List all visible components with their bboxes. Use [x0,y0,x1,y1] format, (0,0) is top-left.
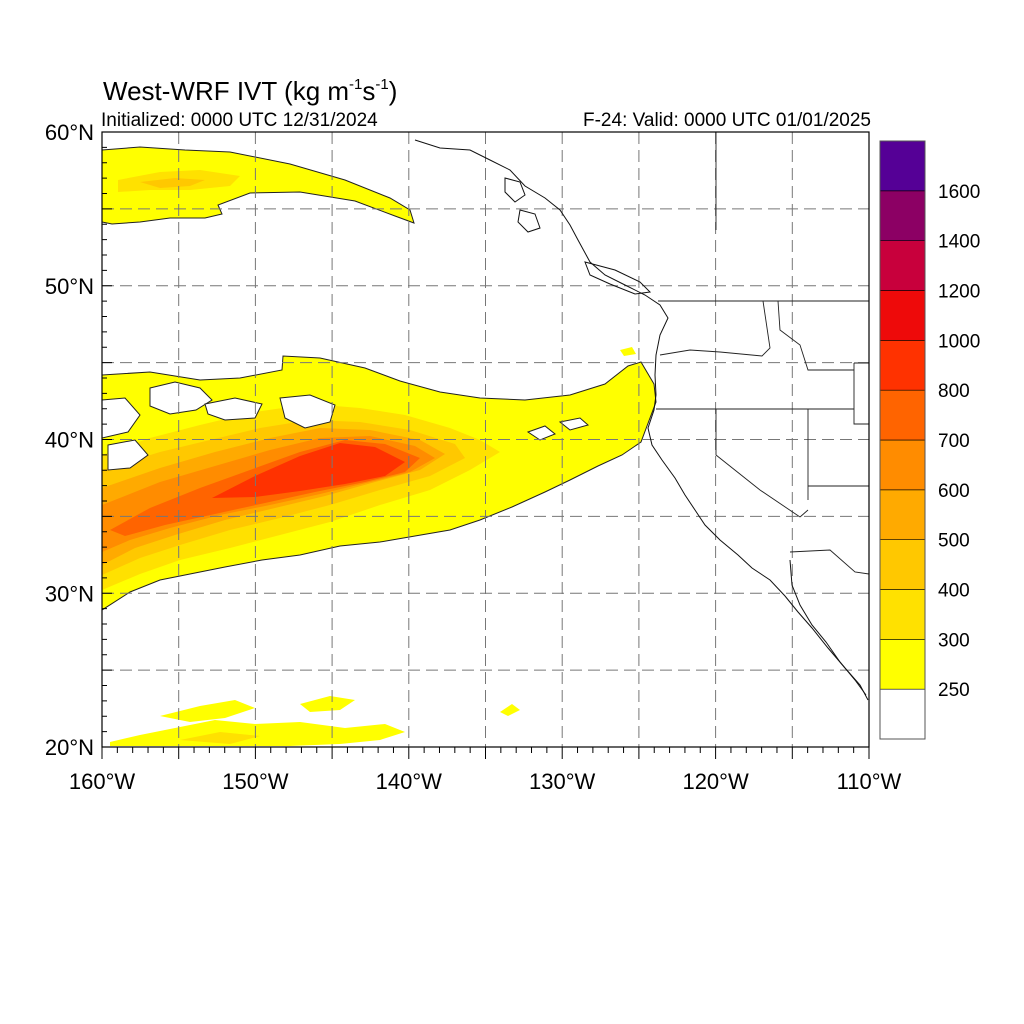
ivt-patch [620,347,636,356]
baja-coastline [789,559,867,696]
title-text: s [362,76,376,106]
latitude-label: 20°N [45,735,94,760]
longitude-label: 120°W [682,769,749,794]
axis-labels: 60°N 50°N 40°N 30°N 20°N 160°W 150°W 140°W 130°W… [45,120,902,794]
colorbar-swatch [879,340,926,391]
ivt-gap [102,397,141,439]
ivt-gap [149,381,213,415]
map-title: West-WRF IVT (kg m-1s-1) [103,70,397,106]
colorbar-label: 600 [938,481,970,502]
colorbar-label: 250 [938,680,970,701]
colorbar: 250 300 400 500 600 700 800 1000 1200 1400 1600 [879,140,980,740]
latitude-label: 30°N [45,581,94,606]
colorbar-swatch [879,539,926,590]
ivt-gap [526,425,556,441]
colorbar-label: 700 [938,431,970,452]
colorbar-swatch [879,688,926,740]
latitude-label: 40°N [45,428,94,453]
latitude-label: 50°N [45,274,94,299]
colorbar-swatch [879,140,926,192]
colorbar-swatch [879,190,926,241]
ivt-tropical-patch [500,704,520,716]
colorbar-label: 500 [938,531,970,552]
ivt-main-river-1000 [212,443,405,498]
ivt-gap [279,394,336,429]
coastline [414,139,869,701]
state-border-or-wa [659,300,771,357]
colorbar-label: 400 [938,581,970,602]
longitude-label: 140°W [376,769,443,794]
political-borders [656,132,869,575]
colorbar-swatch [879,639,926,690]
colorbar-label: 1000 [938,331,980,352]
colorbar-label: 1400 [938,232,980,253]
colorbar-swatch [879,439,926,491]
longitude-label: 110°W [837,769,902,794]
ivt-tropical-patch [110,720,405,746]
initialized-label: Initialized: 0000 UTC 12/31/2024 [101,110,378,131]
longitude-label: 130°W [529,769,596,794]
us-mexico-border [789,549,869,575]
ivt-band-north-core [140,178,205,188]
colorbar-swatch [879,389,926,441]
ivt-gap [107,439,149,471]
title-exponent: -1 [349,76,363,93]
state-border-ca-nv [715,409,801,518]
colorbar-label: 800 [938,381,970,402]
title-text: West-WRF IVT (kg m [103,76,350,106]
graticule [102,132,869,747]
north-america-coastline [414,139,869,701]
state-border-wy [853,362,869,425]
colorbar-swatch [879,290,926,341]
latitude-label: 60°N [45,120,94,145]
ivt-gap [558,417,590,431]
colorbar-label: 300 [938,630,970,651]
colorbar-label: 1600 [938,182,980,203]
colorbar-frame [879,140,926,740]
title-exponent: -1 [375,76,389,93]
longitude-label: 150°W [222,769,289,794]
island-outline [504,177,526,203]
title-text: ) [388,76,398,106]
ivt-field [102,146,657,746]
axis-ticks [101,131,870,759]
longitude-label: 160°W [69,769,136,794]
colorbar-label: 1200 [938,282,980,303]
island-outline [584,261,652,295]
valid-time-label: F-24: Valid: 0000 UTC 01/01/2025 [583,110,871,131]
colorbar-swatch [879,489,926,540]
ivt-tropical-patch [300,696,355,712]
colorbar-swatch [879,240,926,291]
ivt-tropical-patch [160,700,255,722]
ivt-band-north [102,146,415,225]
state-border-ca-az [799,509,809,518]
island-outline [517,209,541,233]
ivt-gap [204,397,263,421]
state-border-id-mt [777,300,854,371]
colorbar-swatch [879,589,926,640]
ivt-tropical-patch [180,732,260,744]
